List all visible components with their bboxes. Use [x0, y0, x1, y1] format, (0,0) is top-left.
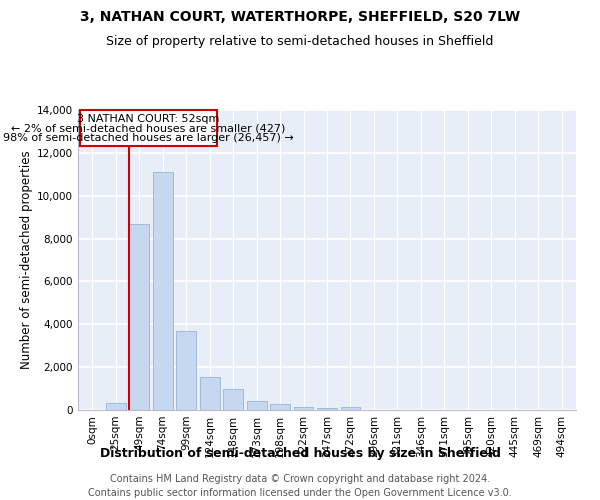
Text: Contains HM Land Registry data © Crown copyright and database right 2024.
Contai: Contains HM Land Registry data © Crown c… — [88, 474, 512, 498]
Y-axis label: Number of semi-detached properties: Number of semi-detached properties — [20, 150, 33, 370]
Bar — [176, 330, 196, 410]
Bar — [270, 404, 290, 410]
Bar — [341, 407, 361, 410]
Bar — [129, 224, 149, 410]
Text: 3 NATHAN COURT: 52sqm: 3 NATHAN COURT: 52sqm — [77, 114, 220, 124]
Bar — [200, 377, 220, 410]
Bar — [152, 172, 173, 410]
Bar — [317, 408, 337, 410]
Bar — [223, 388, 243, 410]
Bar — [293, 407, 313, 410]
FancyBboxPatch shape — [80, 110, 217, 146]
Text: Size of property relative to semi-detached houses in Sheffield: Size of property relative to semi-detach… — [106, 35, 494, 48]
Bar — [247, 402, 266, 410]
Text: 98% of semi-detached houses are larger (26,457) →: 98% of semi-detached houses are larger (… — [3, 134, 294, 143]
Text: Distribution of semi-detached houses by size in Sheffield: Distribution of semi-detached houses by … — [100, 448, 500, 460]
Text: ← 2% of semi-detached houses are smaller (427): ← 2% of semi-detached houses are smaller… — [11, 124, 286, 134]
Text: 3, NATHAN COURT, WATERTHORPE, SHEFFIELD, S20 7LW: 3, NATHAN COURT, WATERTHORPE, SHEFFIELD,… — [80, 10, 520, 24]
Bar — [106, 402, 125, 410]
